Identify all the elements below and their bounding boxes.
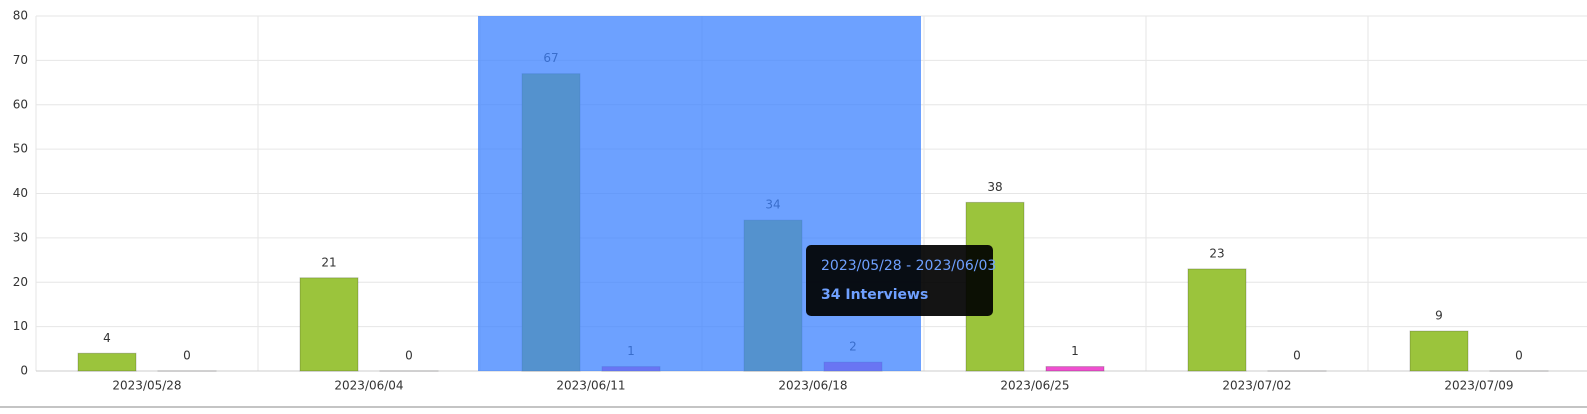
value-label: 4 — [103, 331, 111, 345]
value-label: 38 — [987, 180, 1002, 194]
x-tick-label: 2023/06/18 — [778, 379, 847, 393]
value-label: 0 — [183, 349, 191, 363]
tooltip-title: 2023/05/28 - 2023/06/03 — [821, 258, 996, 274]
x-tick-label: 2023/06/11 — [556, 379, 625, 393]
tooltip-text: 34 Interviews — [821, 287, 928, 303]
y-tick-label: 40 — [13, 186, 28, 200]
x-tick-label: 2023/07/02 — [1222, 379, 1291, 393]
y-tick-label: 0 — [20, 364, 28, 378]
x-tick-label: 2023/05/28 — [112, 379, 181, 393]
bar — [77, 352, 137, 372]
value-label: 23 — [1209, 246, 1224, 260]
x-tick-label: 2023/06/04 — [334, 379, 403, 393]
value-label: 9 — [1435, 309, 1443, 323]
bar — [1409, 330, 1469, 372]
selection-overlay[interactable] — [478, 16, 921, 371]
bar — [299, 277, 359, 372]
y-tick-label: 80 — [13, 9, 28, 23]
value-label: 0 — [405, 349, 413, 363]
value-label: 21 — [321, 255, 336, 269]
y-tick-label: 70 — [13, 53, 28, 67]
y-tick-label: 30 — [13, 230, 28, 244]
value-label: 0 — [1515, 349, 1523, 363]
y-tick-label: 10 — [13, 319, 28, 333]
value-label: 1 — [1071, 344, 1079, 358]
value-label: 0 — [1293, 349, 1301, 363]
tooltip: 2023/05/28 - 2023/06/03 34 Interviews — [806, 245, 996, 316]
x-tick-label: 2023/06/25 — [1000, 379, 1069, 393]
y-tick-label: 20 — [13, 275, 28, 289]
bar — [1045, 366, 1105, 372]
x-tick-label: 2023/07/09 — [1444, 379, 1513, 393]
bar — [1187, 268, 1247, 372]
y-tick-label: 50 — [13, 142, 28, 156]
tooltip-box — [806, 245, 993, 316]
y-tick-label: 60 — [13, 97, 28, 111]
